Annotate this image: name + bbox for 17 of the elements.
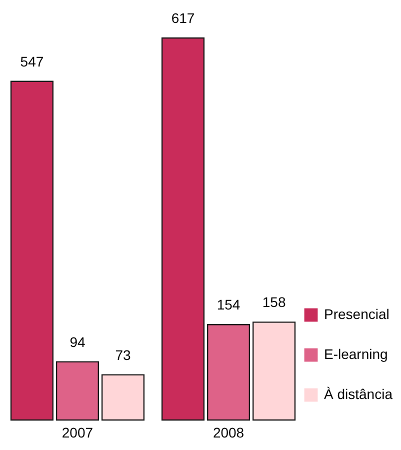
x-tick-label: 2007 (62, 424, 94, 440)
data-label: 547 (20, 53, 44, 70)
bar (161, 37, 205, 421)
legend-label: À distância (324, 386, 393, 402)
data-label: 154 (216, 296, 240, 313)
bar (101, 374, 145, 421)
data-label: 73 (115, 346, 131, 363)
data-label: 158 (262, 294, 286, 310)
legend-label: E-learning (324, 346, 388, 362)
legend-label: Presencial (324, 306, 390, 322)
bar (10, 80, 54, 421)
x-tick-label: 2008 (212, 424, 244, 440)
bar (56, 361, 100, 421)
bar (206, 324, 250, 421)
bar (252, 322, 296, 421)
data-label: 94 (70, 334, 86, 350)
data-label: 617 (171, 10, 195, 26)
